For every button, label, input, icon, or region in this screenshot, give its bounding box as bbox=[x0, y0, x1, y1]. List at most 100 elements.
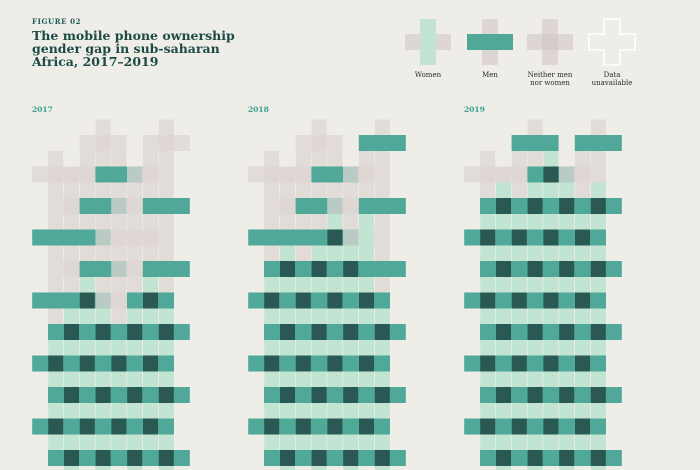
overlap-center bbox=[527, 324, 543, 340]
overlap-center bbox=[496, 387, 511, 403]
overlap-center bbox=[280, 261, 295, 277]
chart-title: The mobile phone ownership gender gap in… bbox=[32, 28, 235, 69]
country-cross bbox=[527, 151, 575, 198]
overlap-center bbox=[590, 198, 606, 214]
women-bar bbox=[48, 151, 64, 198]
overlap-center bbox=[527, 450, 543, 466]
country-cross bbox=[559, 214, 606, 261]
overlap-center bbox=[575, 355, 590, 372]
overlap-center bbox=[143, 355, 158, 372]
overlap-center bbox=[95, 324, 111, 340]
country-cross bbox=[559, 403, 606, 450]
overlap-center bbox=[496, 450, 511, 466]
country-cross bbox=[343, 277, 390, 324]
overlap-center bbox=[280, 387, 295, 403]
overlap-center bbox=[127, 387, 143, 403]
overlap-center bbox=[311, 261, 327, 277]
country-cross bbox=[559, 277, 606, 324]
women-bar bbox=[575, 151, 590, 198]
country-cross bbox=[311, 340, 359, 387]
overlap-center bbox=[158, 324, 174, 340]
overlap-center bbox=[590, 324, 606, 340]
country-cross bbox=[142, 371, 190, 419]
overlap-center bbox=[511, 292, 527, 309]
overlap-center bbox=[158, 450, 174, 466]
overlap-center bbox=[496, 324, 511, 340]
country-cross bbox=[511, 119, 559, 167]
overlap-center bbox=[264, 418, 280, 435]
overlap-center bbox=[559, 387, 575, 403]
men-bar bbox=[142, 261, 190, 277]
legend-icon-women bbox=[405, 19, 451, 65]
overlap-center bbox=[311, 324, 327, 340]
country-cross bbox=[127, 214, 174, 261]
men-bar bbox=[358, 135, 406, 151]
overlap-center bbox=[264, 292, 280, 309]
overlap-center bbox=[343, 261, 359, 277]
overlap-center bbox=[48, 355, 64, 372]
women-bar bbox=[359, 151, 374, 198]
country-cross bbox=[559, 151, 606, 198]
women-bar bbox=[359, 214, 374, 261]
overlap-center bbox=[480, 292, 496, 309]
country-cross bbox=[543, 371, 591, 419]
women-bar bbox=[64, 182, 79, 230]
overlap-center bbox=[559, 324, 575, 340]
men-bar bbox=[511, 135, 559, 151]
country-cross bbox=[127, 151, 174, 198]
women-bar bbox=[127, 245, 143, 293]
overlap-center bbox=[343, 450, 359, 466]
overlap-center bbox=[311, 450, 327, 466]
panel-2017 bbox=[32, 119, 190, 470]
overlap-center bbox=[143, 292, 158, 309]
overlap-center bbox=[127, 450, 143, 466]
overlap-center bbox=[327, 418, 343, 435]
women-bar bbox=[79, 151, 95, 198]
overlap-center bbox=[559, 450, 575, 466]
overlap-center bbox=[295, 355, 311, 372]
overlap-center bbox=[311, 387, 327, 403]
country-cross bbox=[127, 277, 174, 324]
panel-2019 bbox=[464, 119, 622, 470]
overlap-center bbox=[280, 324, 295, 340]
women-bar bbox=[480, 151, 496, 198]
country-cross bbox=[343, 403, 390, 450]
overlap-center bbox=[559, 261, 575, 277]
country-cross bbox=[358, 245, 406, 293]
country-cross bbox=[358, 182, 406, 230]
overlap-center bbox=[527, 261, 543, 277]
overlap-center bbox=[480, 418, 496, 435]
men-bar bbox=[142, 198, 190, 214]
country-cross bbox=[464, 277, 512, 324]
women-bar bbox=[280, 182, 295, 230]
overlap-center bbox=[79, 355, 95, 372]
overlap-center bbox=[496, 261, 511, 277]
legend-label-women: Women bbox=[414, 71, 442, 79]
country-cross bbox=[343, 151, 390, 198]
women-bar bbox=[143, 151, 158, 198]
country-cross bbox=[574, 245, 622, 293]
overlap-center bbox=[511, 418, 527, 435]
men-bar bbox=[358, 261, 406, 277]
overlap-center bbox=[79, 418, 95, 435]
country-cross bbox=[559, 340, 606, 387]
women-bar bbox=[143, 214, 158, 261]
year-label-2018: 2018 bbox=[248, 105, 269, 114]
overlap-center bbox=[575, 229, 590, 246]
overlap-center bbox=[64, 387, 79, 403]
overlap-center bbox=[295, 418, 311, 435]
overlap-center bbox=[280, 450, 295, 466]
overlap-center bbox=[111, 355, 127, 372]
overlap-center bbox=[359, 292, 374, 309]
legend-icon-unavailable bbox=[588, 18, 636, 66]
legend-icons bbox=[405, 18, 636, 66]
women-bar bbox=[511, 151, 527, 198]
overlap-center bbox=[511, 355, 527, 372]
overlap-center bbox=[374, 387, 390, 403]
country-cross bbox=[574, 182, 622, 230]
legend-icon-men bbox=[467, 19, 513, 65]
legend-women-vbar bbox=[420, 19, 436, 65]
overlap-center bbox=[559, 198, 575, 214]
women-bar bbox=[111, 277, 127, 324]
overlap-center bbox=[95, 450, 111, 466]
